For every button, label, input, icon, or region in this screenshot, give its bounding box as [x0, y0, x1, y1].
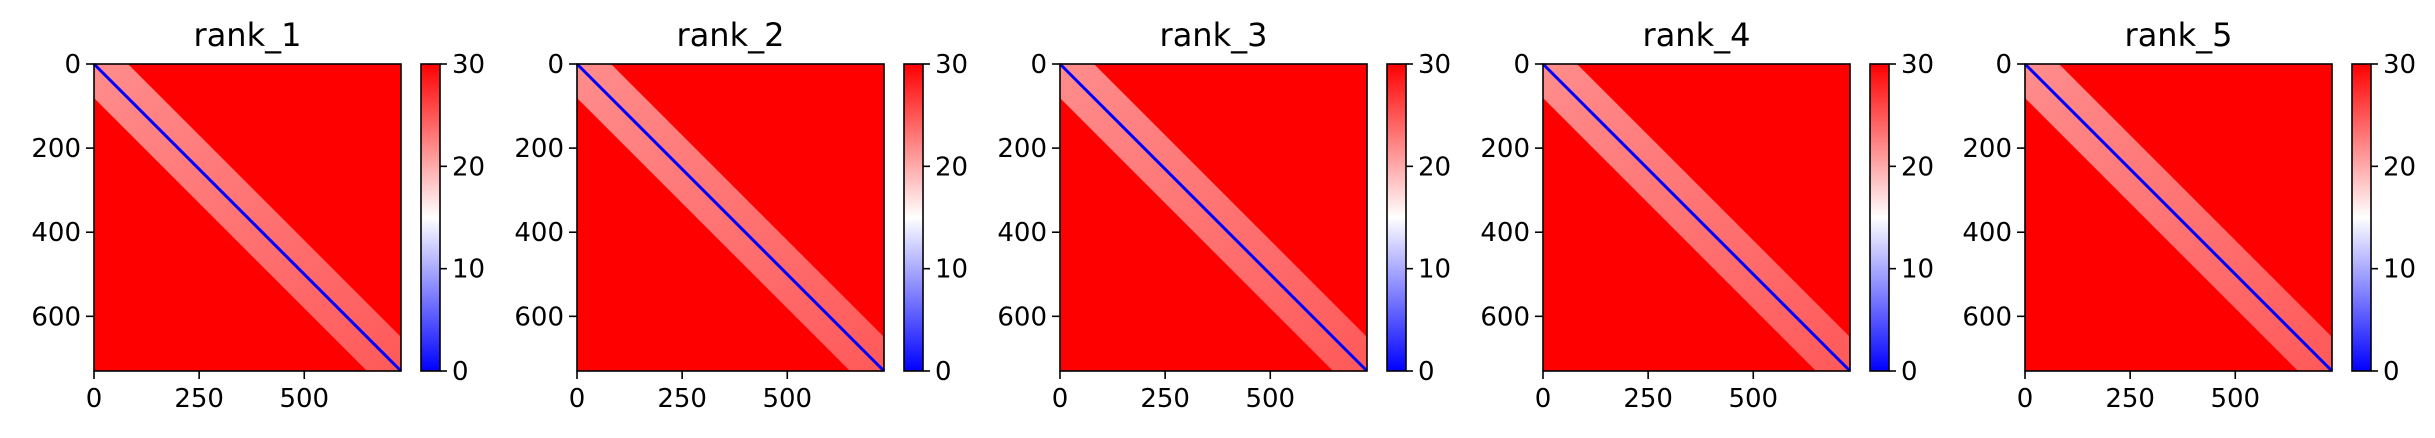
diagonal-line — [92, 62, 403, 373]
x-tick-label: 250 — [174, 384, 224, 414]
colorbar-tick-label: 30 — [1418, 50, 1451, 80]
colorbar-frame — [1386, 63, 1407, 372]
diagonal-line — [2023, 62, 2334, 373]
panel-title: rank_1 — [194, 16, 302, 54]
colorbar-tick-label: 20 — [1901, 152, 1934, 182]
heatmap-panel-1: rank_1 0 250 500 0 200 400 600 0 10 20 30 — [31, 16, 485, 414]
panel-title: rank_4 — [1643, 16, 1751, 54]
heatmap-panel-2: rank_2 0 250 500 0 200 400 600 0 10 20 30 — [514, 16, 968, 414]
colorbar-tick-label: 0 — [452, 357, 469, 387]
colorbar-tick-label: 0 — [1418, 357, 1435, 387]
colorbar-tick-label: 0 — [1901, 357, 1918, 387]
colorbar-tick-label: 10 — [452, 255, 485, 285]
heatmap-panel-3: rank_3 0 250 500 0 200 400 600 0 10 20 30 — [997, 16, 1451, 414]
x-tick-label: 0 — [1052, 384, 1069, 414]
colorbar-frame — [903, 63, 924, 372]
y-tick-label: 0 — [1513, 50, 1530, 80]
x-tick-label: 500 — [1728, 384, 1778, 414]
x-tick-label: 0 — [1535, 384, 1552, 414]
x-tick-label: 0 — [86, 384, 103, 414]
colorbar — [421, 64, 440, 371]
axes-frame — [2024, 63, 2333, 372]
y-tick-label: 600 — [514, 302, 564, 332]
diagonal-line — [1058, 62, 1369, 373]
x-tick-label: 500 — [2210, 384, 2260, 414]
y-tick-label: 200 — [997, 134, 1047, 164]
y-tick-label: 600 — [1962, 302, 2012, 332]
panel-title: rank_5 — [2125, 16, 2233, 54]
y-tick-label: 400 — [1962, 218, 2012, 248]
colorbar-tick-label: 20 — [452, 152, 485, 182]
colorbar-frame — [1869, 63, 1890, 372]
y-tick-label: 0 — [1030, 50, 1047, 80]
y-tick-label: 200 — [31, 134, 81, 164]
colorbar — [2352, 64, 2371, 371]
axes-frame — [576, 63, 885, 372]
axes-frame — [93, 63, 402, 372]
y-tick-label: 400 — [514, 218, 564, 248]
colorbar-frame — [420, 63, 441, 372]
axes-frame — [1059, 63, 1368, 372]
x-tick-label: 250 — [1623, 384, 1673, 414]
colorbar-tick-label: 10 — [935, 255, 968, 285]
panel-title: rank_3 — [1160, 16, 1268, 54]
y-tick-label: 0 — [547, 50, 564, 80]
y-tick-label: 400 — [31, 218, 81, 248]
y-tick-label: 400 — [1480, 218, 1530, 248]
x-tick-label: 0 — [2017, 384, 2034, 414]
colorbar-frame — [2351, 63, 2372, 372]
x-tick-label: 500 — [1245, 384, 1295, 414]
colorbar-tick-label: 10 — [2383, 255, 2416, 285]
colorbar — [1870, 64, 1889, 371]
diagonal-line — [575, 62, 886, 373]
x-tick-label: 500 — [762, 384, 812, 414]
colorbar-tick-label: 30 — [2383, 50, 2416, 80]
colorbar-tick-label: 10 — [1418, 255, 1451, 285]
x-tick-label: 250 — [2105, 384, 2155, 414]
colorbar — [904, 64, 923, 371]
heatmap-panel-4: rank_4 0 250 500 0 200 400 600 0 10 20 30 — [1480, 16, 1934, 414]
colorbar-tick-label: 20 — [2383, 152, 2416, 182]
panel-title: rank_2 — [677, 16, 785, 54]
diagonal-line — [1541, 62, 1852, 373]
colorbar-tick-label: 0 — [935, 357, 952, 387]
colorbar-tick-label: 30 — [452, 50, 485, 80]
heatmap-panel-5: rank_5 0 250 500 0 200 400 600 0 10 20 30 — [1962, 16, 2416, 414]
colorbar-tick-label: 30 — [935, 50, 968, 80]
colorbar-tick-label: 0 — [2383, 357, 2400, 387]
y-tick-label: 600 — [997, 302, 1047, 332]
y-tick-label: 200 — [1480, 134, 1530, 164]
colorbar-tick-label: 20 — [935, 152, 968, 182]
axes-frame — [1542, 63, 1851, 372]
x-tick-label: 250 — [1140, 384, 1190, 414]
colorbar-tick-label: 20 — [1418, 152, 1451, 182]
colorbar-tick-label: 30 — [1901, 50, 1934, 80]
y-tick-label: 600 — [31, 302, 81, 332]
y-tick-label: 200 — [1962, 134, 2012, 164]
y-tick-label: 200 — [514, 134, 564, 164]
y-tick-label: 400 — [997, 218, 1047, 248]
x-tick-label: 0 — [569, 384, 586, 414]
x-tick-label: 250 — [657, 384, 707, 414]
colorbar — [1387, 64, 1406, 371]
y-tick-label: 600 — [1480, 302, 1530, 332]
colorbar-tick-label: 10 — [1901, 255, 1934, 285]
y-tick-label: 0 — [64, 50, 81, 80]
x-tick-label: 500 — [279, 384, 329, 414]
y-tick-label: 0 — [1995, 50, 2012, 80]
